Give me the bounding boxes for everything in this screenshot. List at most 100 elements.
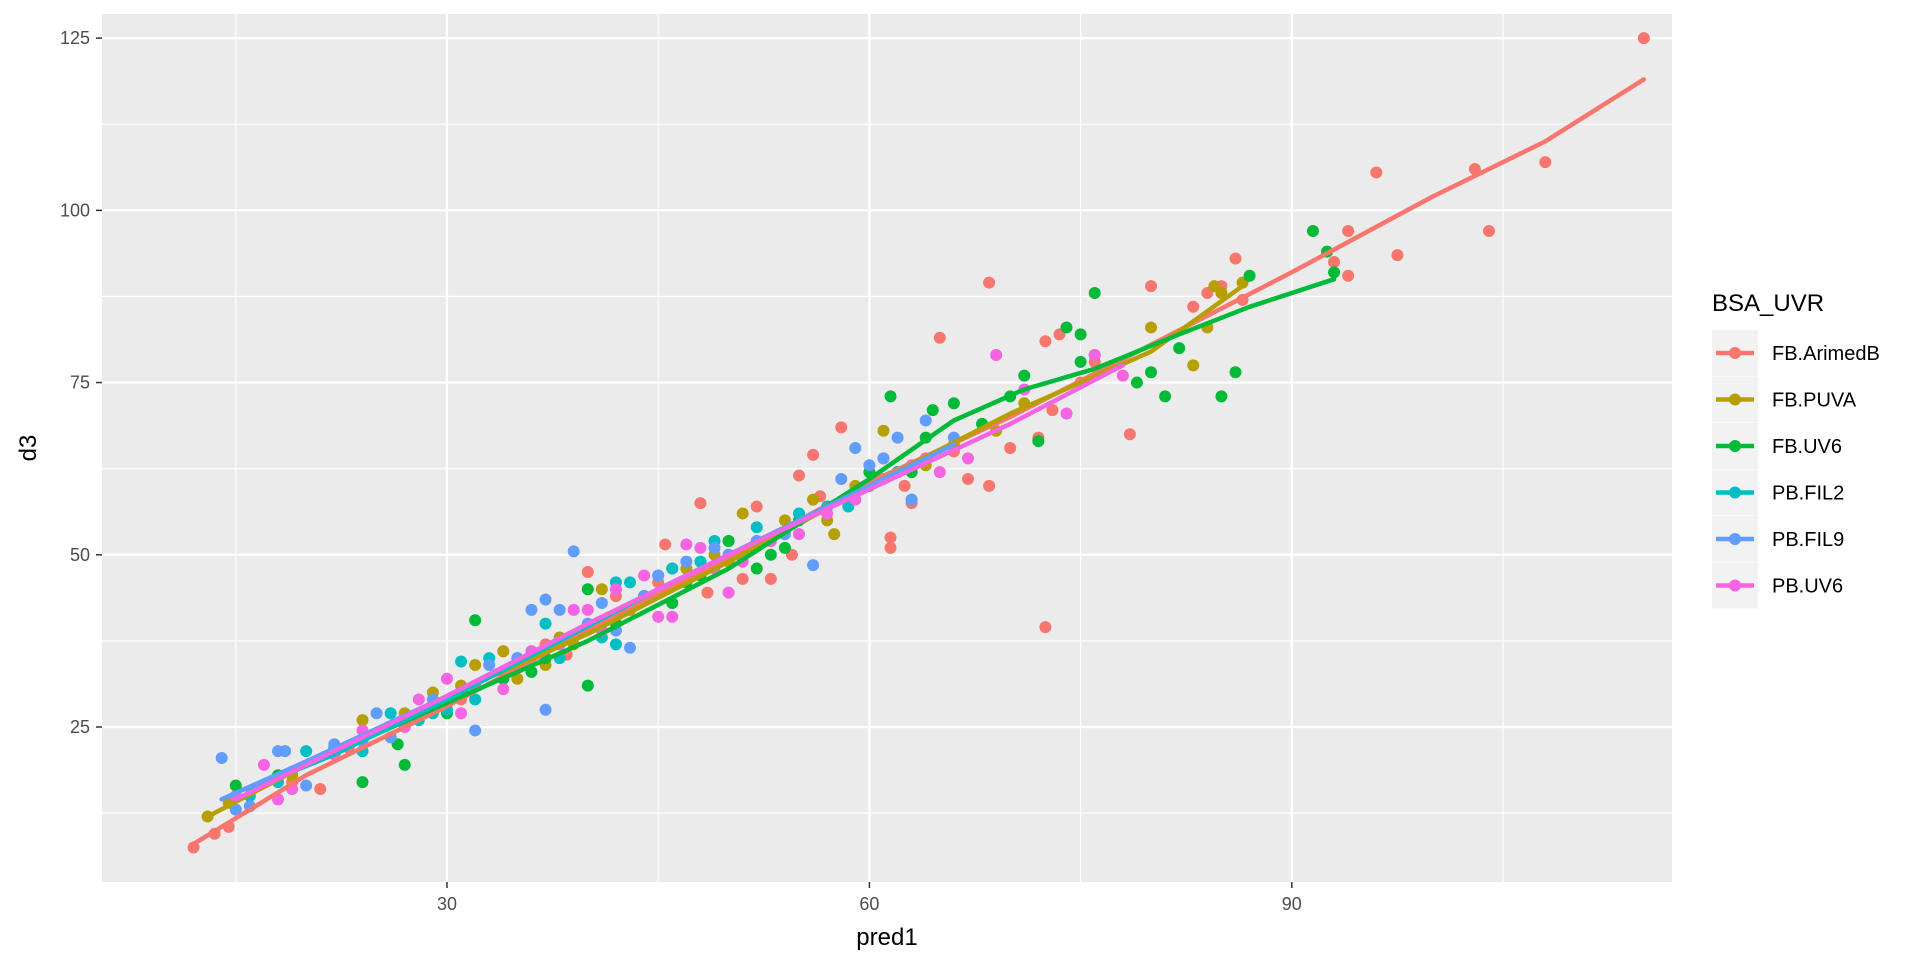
data-point <box>659 538 672 551</box>
legend-label: PB.UV6 <box>1772 576 1843 598</box>
data-point <box>736 572 749 585</box>
data-point <box>553 603 566 616</box>
legend: BSA_UVR FB.ArimedB FB.PUVA FB.UV6 PB.FIL2 PB… <box>1712 290 1880 609</box>
data-point <box>1060 407 1073 420</box>
data-point <box>835 473 848 485</box>
data-point <box>764 548 777 561</box>
legend-key-point <box>1729 533 1741 545</box>
data-point <box>1391 249 1404 262</box>
data-point <box>828 528 841 541</box>
legend-key-point <box>1729 486 1741 499</box>
data-point <box>1145 280 1158 293</box>
data-point <box>1039 621 1052 634</box>
data-point <box>961 473 974 485</box>
data-point <box>680 538 693 551</box>
data-point <box>581 566 594 578</box>
data-point <box>961 452 974 465</box>
data-point <box>279 745 292 758</box>
data-point <box>300 779 313 792</box>
y-tick-label: 50 <box>70 545 90 565</box>
legend-key-point <box>1729 579 1741 592</box>
data-point <box>1229 366 1242 379</box>
data-point <box>983 276 996 289</box>
data-point <box>694 541 707 554</box>
data-point <box>1145 321 1158 334</box>
data-point <box>1088 349 1101 361</box>
data-point <box>764 572 777 585</box>
data-point <box>469 614 482 627</box>
data-point <box>1123 428 1136 441</box>
legend-keys: FB.ArimedB FB.PUVA FB.UV6 PB.FIL2 PB.FIL9 PB.… <box>1712 330 1880 609</box>
data-point <box>792 528 805 541</box>
data-point <box>877 452 890 465</box>
data-point <box>1088 287 1101 299</box>
y-tick-label: 125 <box>60 28 90 48</box>
data-point <box>722 535 735 547</box>
data-point <box>701 586 714 599</box>
data-point <box>666 562 679 575</box>
data-point <box>750 500 763 513</box>
legend-key-point <box>1729 440 1741 452</box>
data-point <box>884 531 897 544</box>
data-point <box>1215 390 1228 403</box>
data-point <box>581 679 594 692</box>
data-point <box>1018 369 1031 382</box>
data-point <box>539 593 552 606</box>
data-point <box>595 583 608 596</box>
data-point <box>947 397 960 410</box>
data-point <box>933 331 946 344</box>
data-point <box>898 479 911 492</box>
x-tick-label: 60 <box>859 894 879 914</box>
data-point <box>1130 376 1143 389</box>
x-axis: 30 60 90 <box>437 882 1302 914</box>
y-axis: 25 50 75 100 125 <box>60 28 102 737</box>
data-point <box>884 541 897 554</box>
data-point <box>926 404 939 417</box>
y-tick-label: 25 <box>70 717 90 737</box>
data-point <box>849 442 862 454</box>
data-point <box>624 641 637 654</box>
data-point <box>666 610 679 623</box>
data-point <box>652 569 665 582</box>
legend-title: BSA_UVR <box>1712 290 1824 317</box>
data-point <box>750 521 763 534</box>
data-point <box>1187 300 1200 313</box>
data-point <box>412 693 425 706</box>
y-tick-label: 75 <box>70 373 90 393</box>
data-point <box>257 758 270 771</box>
data-point <box>511 672 524 685</box>
data-point <box>539 703 552 716</box>
data-point <box>624 576 637 589</box>
x-tick-label: 30 <box>437 894 457 914</box>
data-point <box>835 421 848 434</box>
data-point <box>1229 252 1242 265</box>
smooth-lines <box>191 77 1647 847</box>
legend-key-point <box>1729 347 1741 359</box>
data-point <box>469 724 482 737</box>
data-point <box>722 586 735 599</box>
data-point <box>469 659 482 671</box>
data-point <box>567 545 580 558</box>
data-point <box>1032 435 1045 448</box>
data-point <box>300 745 313 758</box>
data-point <box>469 693 482 706</box>
data-point <box>750 562 763 575</box>
x-tick-label: 90 <box>1282 894 1302 914</box>
data-point <box>1004 442 1017 454</box>
data-point <box>567 603 580 616</box>
data-point <box>1539 156 1552 169</box>
data-point <box>1046 404 1059 417</box>
data-point <box>1243 269 1256 282</box>
data-point <box>609 638 622 651</box>
data-point <box>314 783 327 795</box>
legend-key-point <box>1729 393 1741 406</box>
data-point <box>1116 369 1129 382</box>
data-point <box>1342 225 1355 237</box>
data-point <box>384 707 397 720</box>
data-point <box>1187 359 1200 372</box>
data-point <box>525 603 538 616</box>
data-point <box>1173 342 1186 355</box>
data-point <box>708 541 721 554</box>
grid-lines <box>102 14 1672 882</box>
data-point <box>905 493 918 506</box>
